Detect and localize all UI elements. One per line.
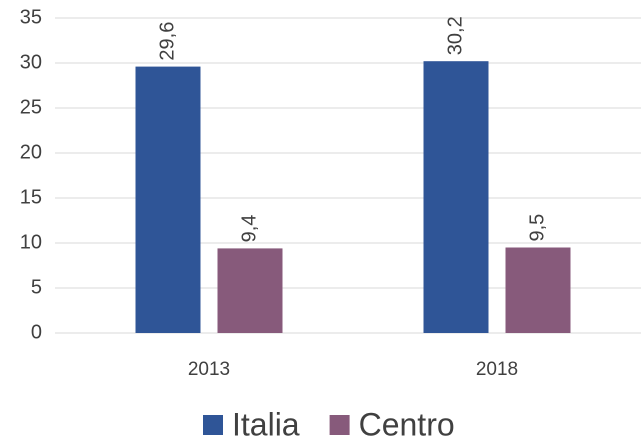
value-label: 29,6 (156, 22, 178, 61)
y-tick-label: 15 (20, 186, 42, 208)
y-tick-label: 30 (20, 51, 42, 73)
y-tick-label: 0 (31, 321, 42, 343)
x-tick-label: 2013 (188, 359, 230, 380)
x-tick-label: 2018 (476, 359, 518, 380)
value-label: 9,5 (526, 214, 548, 242)
y-tick-label: 5 (31, 276, 42, 298)
y-tick-label: 25 (20, 96, 42, 118)
legend-swatch (329, 415, 350, 435)
bar (135, 66, 201, 333)
legend-label: Italia (232, 406, 300, 442)
value-label: 9,4 (238, 215, 260, 243)
y-tick-label: 35 (20, 6, 42, 28)
value-label: 30,2 (444, 16, 466, 55)
legend-label: Centro (359, 406, 455, 442)
bar (505, 247, 571, 333)
legend-swatch (203, 415, 223, 435)
y-tick-label: 20 (20, 141, 42, 163)
bar (423, 61, 489, 333)
bar (217, 248, 283, 333)
y-tick-label: 10 (20, 231, 42, 253)
